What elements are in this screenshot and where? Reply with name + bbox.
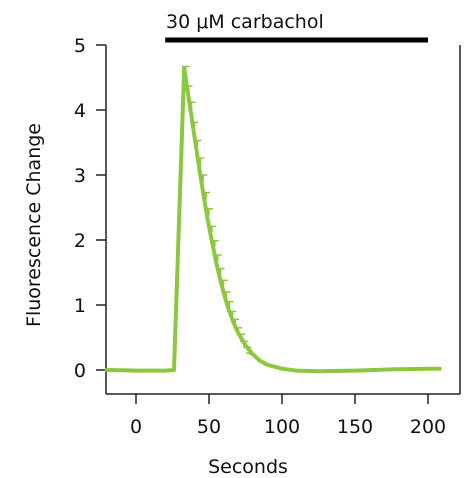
- x-tick-label: 100: [264, 416, 300, 438]
- y-tick-label: 4: [74, 100, 86, 122]
- x-tick-label: 150: [337, 416, 373, 438]
- y-tick-label: 0: [74, 360, 86, 382]
- axes-frame: [105, 45, 461, 395]
- y-axis-label: Fluorescence Change: [23, 123, 45, 327]
- x-tick-label: 50: [197, 416, 221, 438]
- y-tick-label: 2: [74, 230, 86, 252]
- series-lines: [104, 65, 442, 374]
- y-tick-label: 1: [74, 295, 86, 317]
- y-tick-label: 3: [74, 165, 86, 187]
- x-tick-label: 0: [130, 416, 142, 438]
- fluorescence-series-line: [104, 65, 442, 374]
- x-axis-label: Seconds: [208, 456, 288, 478]
- y-tick-label: 5: [74, 35, 86, 57]
- x-tick-label: 200: [410, 416, 446, 438]
- error-bars: [181, 65, 254, 356]
- stimulus-label: 30 μM carbachol: [166, 11, 324, 33]
- stimulus-annotation: 30 μM carbachol: [165, 11, 428, 43]
